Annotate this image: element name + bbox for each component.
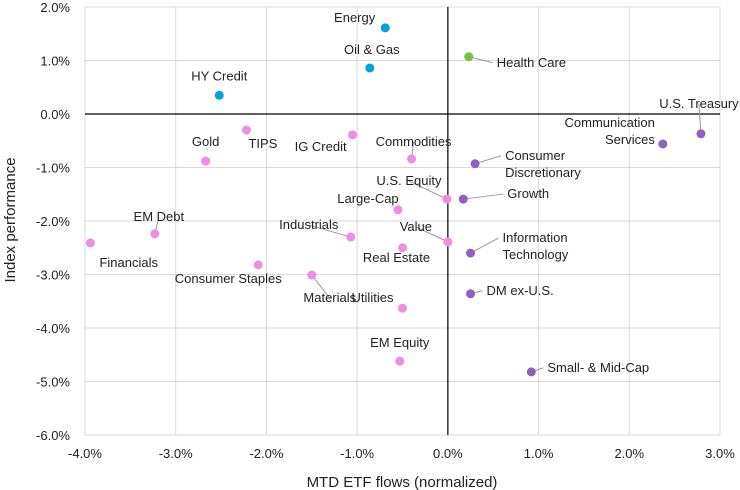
point-consumer-discretionary — [470, 159, 480, 169]
point-label-u-s-equity: U.S. Equity — [376, 173, 442, 188]
point-label-em-debt: EM Debt — [134, 209, 185, 224]
point-label-dm-ex-u-s: DM ex-U.S. — [487, 283, 554, 298]
point-label-tips: TIPS — [248, 136, 277, 151]
leader-line-information-technology — [470, 237, 499, 254]
leader-lines — [154, 56, 702, 373]
x-tick-label: -2.0% — [249, 446, 283, 461]
point-label-consumer-staples: Consumer Staples — [175, 271, 282, 286]
point-label-utilities: Utilities — [352, 290, 394, 305]
point-u-s-treasury — [696, 129, 706, 139]
point-materials — [307, 270, 317, 280]
x-tick-label: -1.0% — [340, 446, 374, 461]
point-label-line: Discretionary — [505, 165, 581, 180]
point-commodities — [407, 154, 417, 164]
y-tick-label: 0.0% — [40, 107, 70, 122]
point-label-industrials: Industrials — [279, 217, 339, 232]
y-tick-label: 2.0% — [40, 0, 70, 15]
point-industrials — [346, 232, 356, 242]
y-tick-label: -3.0% — [36, 268, 70, 283]
point-label-ig-credit: IG Credit — [295, 139, 347, 154]
point-label-oil-gas: Oil & Gas — [344, 42, 400, 57]
point-information-technology — [466, 248, 476, 258]
x-tick-label: 1.0% — [524, 446, 554, 461]
point-label-real-estate: Real Estate — [363, 250, 430, 265]
point-label-line: Communication — [565, 115, 655, 130]
point-utilities — [398, 303, 407, 313]
point-em-debt — [150, 229, 160, 239]
point-value — [443, 237, 453, 247]
point-dm-ex-u-s — [466, 289, 476, 299]
point-financials — [85, 238, 95, 248]
point-label-energy: Energy — [334, 10, 376, 25]
y-tick-label: -1.0% — [36, 161, 70, 176]
point-label-growth: Growth — [507, 186, 549, 201]
point-health-care — [464, 52, 474, 62]
point-real-estate — [398, 243, 407, 253]
point-tips — [241, 125, 251, 135]
y-tick-label: -5.0% — [36, 375, 70, 390]
x-axis-title: MTD ETF flows (normalized) — [307, 474, 498, 490]
leader-line-u-s-treasury — [698, 103, 702, 134]
x-tick-label: -4.0% — [68, 446, 102, 461]
point-growth — [458, 194, 468, 204]
point-ig-credit — [348, 130, 358, 140]
zero-lines — [85, 7, 720, 435]
point-label-gold: Gold — [192, 134, 219, 149]
leader-line-consumer-discretionary — [474, 155, 502, 165]
point-u-s-equity — [442, 194, 452, 204]
point-gold — [201, 156, 211, 166]
x-tick-label: 0.0% — [433, 446, 463, 461]
point-label-line: Information — [503, 230, 568, 245]
x-axis-ticks: -4.0% -3.0% -2.0% -1.0% 0.0% 1.0% 2.0% 3.0% — [68, 446, 735, 461]
point-label-small-mid-cap: Small- & Mid-Cap — [547, 360, 649, 375]
point-label-health-care: Health Care — [497, 55, 566, 70]
leader-line-materials — [311, 274, 331, 299]
y-tick-label: 1.0% — [40, 54, 70, 69]
point-label-hy-credit: HY Credit — [191, 68, 248, 83]
x-tick-label: -3.0% — [159, 446, 193, 461]
point-label-information-technology: Information Technology — [503, 230, 569, 262]
point-consumer-staples — [253, 260, 263, 270]
point-label-u-s-treasury: U.S. Treasury — [659, 96, 739, 111]
point-label-financials: Financials — [99, 255, 158, 270]
grid — [84, 6, 721, 436]
point-small-mid-cap — [526, 367, 536, 377]
point-hy-credit — [214, 90, 224, 100]
point-label-consumer-discretionary: Consumer Discretionary — [505, 148, 581, 180]
y-tick-label: -2.0% — [36, 214, 70, 229]
y-tick-label: -6.0% — [36, 428, 70, 443]
y-axis-title: Index performance — [2, 157, 19, 282]
point-oil-gas — [365, 63, 375, 73]
x-tick-label: 2.0% — [614, 446, 644, 461]
point-label-value: Value — [400, 219, 432, 234]
leader-line-growth — [463, 193, 504, 200]
point-label-em-equity: EM Equity — [370, 335, 430, 350]
leader-line-u-s-equity — [408, 180, 448, 200]
point-large-cap — [393, 205, 403, 215]
y-tick-label: -4.0% — [36, 321, 70, 336]
leader-line-value — [415, 226, 449, 243]
point-label-communication-services: Communication Services — [565, 115, 656, 147]
point-label-line: Services — [605, 132, 655, 147]
point-labels: Energy Oil & Gas Health Care HY Credit TIPS I… — [99, 10, 739, 375]
point-label-materials: Materials — [303, 290, 356, 305]
point-label-large-cap: Large-Cap — [337, 191, 398, 206]
leader-line-industrials — [308, 224, 351, 238]
point-label-commodities: Commodities — [376, 134, 452, 149]
point-label-line: Consumer — [505, 148, 566, 163]
point-energy — [380, 23, 390, 33]
x-tick-label: 3.0% — [705, 446, 735, 461]
y-axis-ticks: 2.0% 1.0% 0.0% -1.0% -2.0% -3.0% -4.0% -5.0% -6.… — [36, 0, 70, 443]
point-label-line: Technology — [503, 247, 569, 262]
point-communication-services — [658, 139, 668, 149]
data-points — [85, 23, 706, 377]
point-em-equity — [395, 356, 405, 366]
